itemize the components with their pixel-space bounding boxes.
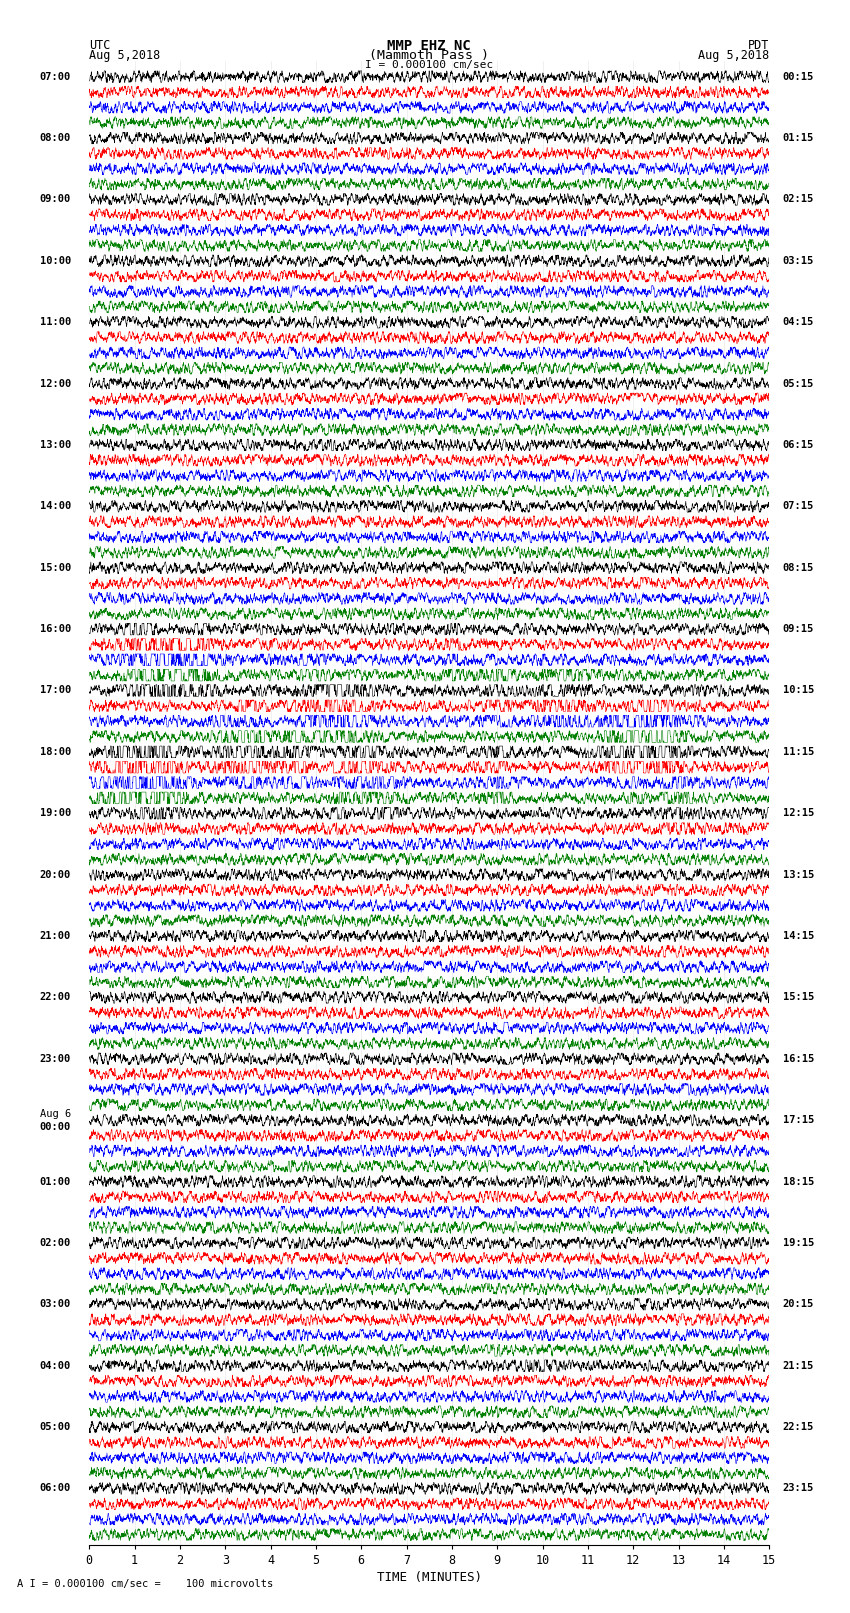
- Text: 16:00: 16:00: [40, 624, 71, 634]
- Text: 12:00: 12:00: [40, 379, 71, 389]
- Text: 01:00: 01:00: [40, 1176, 71, 1187]
- Text: 09:00: 09:00: [40, 195, 71, 205]
- Text: 05:15: 05:15: [783, 379, 814, 389]
- Text: 02:00: 02:00: [40, 1237, 71, 1248]
- Text: 13:00: 13:00: [40, 440, 71, 450]
- Text: UTC: UTC: [89, 39, 110, 53]
- Text: 12:15: 12:15: [783, 808, 814, 818]
- Text: 00:00: 00:00: [40, 1121, 71, 1132]
- Text: 14:00: 14:00: [40, 502, 71, 511]
- Text: (Mammoth Pass ): (Mammoth Pass ): [369, 48, 490, 63]
- Text: 01:15: 01:15: [783, 132, 814, 144]
- Text: MMP EHZ NC: MMP EHZ NC: [388, 39, 471, 53]
- Text: 06:15: 06:15: [783, 440, 814, 450]
- Text: 03:15: 03:15: [783, 256, 814, 266]
- Text: 15:00: 15:00: [40, 563, 71, 573]
- Text: 19:15: 19:15: [783, 1237, 814, 1248]
- Text: 03:00: 03:00: [40, 1300, 71, 1310]
- X-axis label: TIME (MINUTES): TIME (MINUTES): [377, 1571, 482, 1584]
- Text: 02:15: 02:15: [783, 195, 814, 205]
- Text: 07:15: 07:15: [783, 502, 814, 511]
- Text: Aug 5,2018: Aug 5,2018: [89, 48, 161, 63]
- Text: 21:00: 21:00: [40, 931, 71, 940]
- Text: 11:00: 11:00: [40, 318, 71, 327]
- Text: 19:00: 19:00: [40, 808, 71, 818]
- Text: 10:00: 10:00: [40, 256, 71, 266]
- Text: 13:15: 13:15: [783, 869, 814, 879]
- Text: 04:15: 04:15: [783, 318, 814, 327]
- Text: 22:15: 22:15: [783, 1423, 814, 1432]
- Text: 06:00: 06:00: [40, 1484, 71, 1494]
- Text: 09:15: 09:15: [783, 624, 814, 634]
- Text: 23:00: 23:00: [40, 1053, 71, 1065]
- Text: 21:15: 21:15: [783, 1361, 814, 1371]
- Text: 08:15: 08:15: [783, 563, 814, 573]
- Text: 17:15: 17:15: [783, 1115, 814, 1126]
- Text: 17:00: 17:00: [40, 686, 71, 695]
- Text: 14:15: 14:15: [783, 931, 814, 940]
- Text: 05:00: 05:00: [40, 1423, 71, 1432]
- Text: 23:15: 23:15: [783, 1484, 814, 1494]
- Text: PDT: PDT: [748, 39, 769, 53]
- Text: 18:15: 18:15: [783, 1176, 814, 1187]
- Text: 08:00: 08:00: [40, 132, 71, 144]
- Text: 15:15: 15:15: [783, 992, 814, 1002]
- Text: 16:15: 16:15: [783, 1053, 814, 1065]
- Text: Aug 5,2018: Aug 5,2018: [698, 48, 769, 63]
- Text: I = 0.000100 cm/sec: I = 0.000100 cm/sec: [366, 60, 493, 71]
- Text: A I = 0.000100 cm/sec =    100 microvolts: A I = 0.000100 cm/sec = 100 microvolts: [17, 1579, 273, 1589]
- Text: 22:00: 22:00: [40, 992, 71, 1002]
- Text: 04:00: 04:00: [40, 1361, 71, 1371]
- Text: Aug 6: Aug 6: [40, 1108, 71, 1119]
- Text: 00:15: 00:15: [783, 71, 814, 82]
- Text: 20:15: 20:15: [783, 1300, 814, 1310]
- Text: 07:00: 07:00: [40, 71, 71, 82]
- Text: 18:00: 18:00: [40, 747, 71, 756]
- Text: 20:00: 20:00: [40, 869, 71, 879]
- Text: 10:15: 10:15: [783, 686, 814, 695]
- Text: 11:15: 11:15: [783, 747, 814, 756]
